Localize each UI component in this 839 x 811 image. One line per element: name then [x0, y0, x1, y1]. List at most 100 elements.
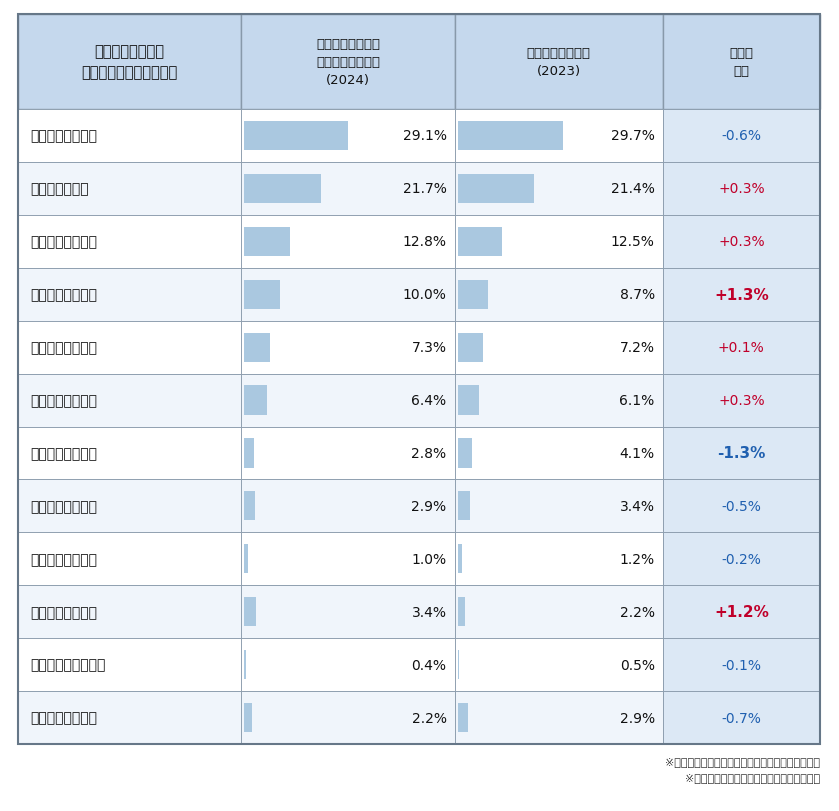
Text: 8.7%: 8.7% — [619, 288, 654, 302]
Bar — [455, 691, 663, 744]
Bar — [455, 480, 663, 533]
Bar — [457, 281, 488, 309]
Bar — [18, 163, 242, 216]
Bar — [457, 491, 470, 521]
Bar — [244, 227, 289, 256]
Bar — [244, 598, 257, 626]
Text: 10.0%: 10.0% — [403, 288, 446, 302]
Bar — [457, 122, 563, 151]
Text: -0.1%: -0.1% — [722, 658, 761, 672]
Bar — [244, 544, 248, 573]
Text: 2.2%: 2.2% — [412, 710, 446, 725]
Bar — [244, 703, 253, 732]
Bar — [242, 109, 455, 163]
Bar — [663, 374, 820, 427]
Text: ※「月１０時間未満」は「月０時間」を除く: ※「月１０時間未満」は「月０時間」を除く — [685, 772, 820, 782]
Text: ※「〜」の下限は「以上」、上限は「未満」を表す: ※「〜」の下限は「以上」、上限は「未満」を表す — [665, 756, 820, 766]
Text: +1.3%: +1.3% — [714, 287, 769, 303]
Bar — [244, 386, 267, 415]
Text: 月８０～９０時間: 月８０～９０時間 — [30, 605, 97, 619]
Text: +0.3%: +0.3% — [718, 393, 764, 408]
Text: 12.8%: 12.8% — [403, 235, 446, 249]
Text: 2.9%: 2.9% — [411, 500, 446, 513]
Bar — [244, 174, 321, 204]
Bar — [242, 586, 455, 638]
Text: 7.3%: 7.3% — [412, 341, 446, 354]
Text: 月７０～８０時間: 月７０～８０時間 — [30, 552, 97, 566]
Text: 21.7%: 21.7% — [403, 182, 446, 196]
Bar — [663, 109, 820, 163]
Bar — [244, 333, 270, 363]
Text: 0.4%: 0.4% — [412, 658, 446, 672]
Text: 2.2%: 2.2% — [620, 605, 654, 619]
Bar — [663, 163, 820, 216]
Text: 21.4%: 21.4% — [611, 182, 654, 196]
Text: 2.8%: 2.8% — [411, 446, 446, 461]
Text: 29.1%: 29.1% — [403, 129, 446, 144]
Bar — [455, 374, 663, 427]
Bar — [455, 268, 663, 321]
Text: 月５０～６０時間: 月５０～６０時間 — [30, 446, 97, 461]
Bar — [18, 638, 242, 691]
Text: 月４０～５０時間: 月４０～５０時間 — [30, 393, 97, 408]
Text: 1.2%: 1.2% — [619, 552, 654, 566]
Bar — [18, 15, 242, 109]
Text: -0.5%: -0.5% — [722, 500, 761, 513]
Text: 4.1%: 4.1% — [619, 446, 654, 461]
Bar — [18, 427, 242, 480]
Bar — [242, 480, 455, 533]
Text: -0.6%: -0.6% — [722, 129, 761, 144]
Bar — [455, 586, 663, 638]
Text: 月１００時間以上: 月１００時間以上 — [30, 710, 97, 725]
Text: -1.3%: -1.3% — [717, 446, 765, 461]
Text: 月０時間（なし）: 月０時間（なし） — [30, 129, 97, 144]
Bar — [663, 638, 820, 691]
Bar — [244, 439, 254, 468]
Bar — [457, 227, 502, 256]
Bar — [455, 109, 663, 163]
Bar — [18, 691, 242, 744]
Bar — [663, 427, 820, 480]
Bar — [663, 216, 820, 268]
Bar — [663, 15, 820, 109]
Bar — [242, 638, 455, 691]
Text: 月２０～３０時間: 月２０～３０時間 — [30, 288, 97, 302]
Bar — [455, 321, 663, 374]
Text: +0.3%: +0.3% — [718, 235, 764, 249]
Bar — [244, 650, 246, 680]
Bar — [18, 533, 242, 586]
Text: +0.3%: +0.3% — [718, 182, 764, 196]
Bar — [18, 109, 242, 163]
Bar — [663, 321, 820, 374]
Text: 主たる勤務先での
残業時間（時間外労働）: 主たる勤務先での 残業時間（時間外労働） — [81, 45, 178, 80]
Text: 施行前の回答割合
(2023): 施行前の回答割合 (2023) — [527, 47, 591, 78]
Bar — [455, 15, 663, 109]
Text: 29.7%: 29.7% — [611, 129, 654, 144]
Text: +1.2%: +1.2% — [714, 604, 769, 620]
Bar — [242, 163, 455, 216]
Bar — [663, 533, 820, 586]
Bar — [242, 533, 455, 586]
Text: 月１０時間未満: 月１０時間未満 — [30, 182, 89, 196]
Text: -0.7%: -0.7% — [722, 710, 761, 725]
Bar — [457, 386, 479, 415]
Text: 7.2%: 7.2% — [620, 341, 654, 354]
Bar — [663, 691, 820, 744]
Bar — [242, 15, 455, 109]
Bar — [457, 650, 459, 680]
Text: 2.9%: 2.9% — [619, 710, 654, 725]
Bar — [455, 163, 663, 216]
Bar — [18, 321, 242, 374]
Bar — [18, 374, 242, 427]
Bar — [244, 281, 280, 309]
Bar — [455, 533, 663, 586]
Text: 月６０～７０時間: 月６０～７０時間 — [30, 500, 97, 513]
Bar — [244, 491, 255, 521]
Bar — [457, 333, 483, 363]
Bar — [457, 439, 472, 468]
Bar — [457, 703, 468, 732]
Text: 割合の
増減: 割合の 増減 — [729, 47, 753, 78]
Bar — [18, 268, 242, 321]
Bar — [18, 216, 242, 268]
Text: 月３０～４０時間: 月３０～４０時間 — [30, 341, 97, 354]
